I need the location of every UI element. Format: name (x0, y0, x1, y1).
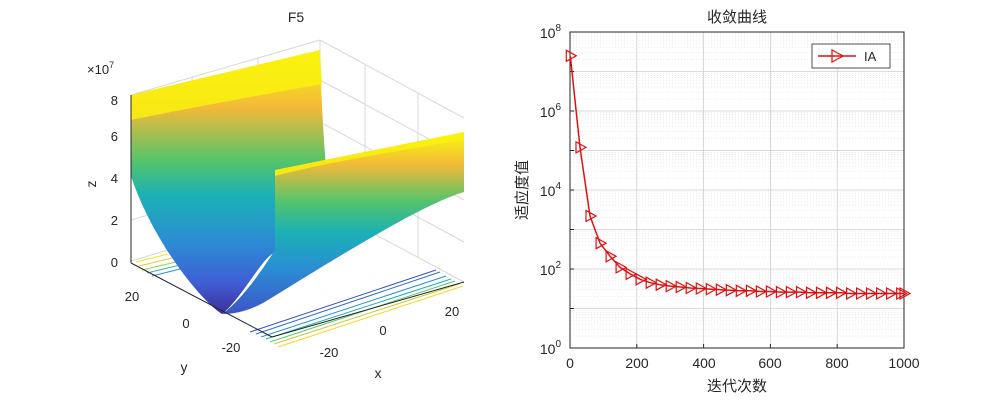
data-point-marker (615, 260, 628, 274)
convergence-chart: 收敛曲线 0 200 400 600 800 1000 100 102 104 … (513, 9, 920, 395)
data-point-marker (815, 286, 828, 300)
chart-y-tick-label: 100 (540, 339, 562, 357)
z-exponent-power: 7 (109, 60, 114, 70)
chart-x-tick-label: 200 (625, 355, 649, 371)
data-point-marker (876, 286, 888, 301)
data-point-marker (846, 286, 858, 301)
surface-plot-title: F5 (288, 9, 305, 25)
data-point-marker (735, 284, 748, 298)
data-point-marker (625, 267, 638, 281)
series-line-ia (569, 55, 904, 295)
z-ticks: 0 2 4 6 8 (111, 93, 118, 270)
data-point-marker (605, 249, 618, 263)
chart-y-tick-label: 106 (540, 102, 562, 120)
data-point-marker (725, 283, 738, 297)
z-exponent-label: ×107 (87, 60, 114, 77)
legend-label: IA (864, 49, 877, 64)
y-ticks: 20 0 -20 (125, 289, 241, 355)
data-point-marker (755, 284, 768, 299)
x-ticks: -20 0 20 (320, 304, 460, 360)
z-tick-label: 8 (111, 93, 118, 108)
data-point-marker (665, 279, 678, 293)
data-point-marker (685, 281, 698, 295)
x-tick-marks (569, 344, 905, 348)
data-point-marker (899, 286, 912, 301)
data-point-marker (795, 285, 808, 299)
chart-x-tick-label: 400 (692, 355, 716, 371)
chart-x-tick-label: 0 (566, 355, 574, 371)
surface-plot: F5 (83, 9, 465, 381)
surface-axis-lines (130, 95, 465, 338)
data-point-marker (565, 49, 578, 63)
chart-title: 收敛曲线 (707, 9, 767, 26)
chart-y-tick-label: 102 (540, 260, 562, 278)
data-point-marker (585, 209, 598, 223)
data-point-marker (835, 286, 848, 300)
data-point-marker (775, 285, 788, 299)
z-tick-label: 2 (111, 213, 118, 228)
chart-x-ticks: 0 200 400 600 800 1000 (566, 355, 920, 371)
x-axis-label: x (375, 365, 382, 381)
chart-y-tick-label: 104 (540, 181, 562, 199)
legend: IA (811, 43, 891, 69)
x-tick-label: 0 (379, 323, 386, 338)
y-axis-label: y (181, 359, 188, 375)
data-point-marker (805, 286, 818, 300)
data-point-marker (645, 276, 658, 290)
x-tick-label: 20 (445, 304, 459, 319)
y-tick-label: -20 (222, 340, 241, 355)
data-point-marker (886, 286, 898, 301)
data-point-marker (825, 286, 838, 300)
z-axis-label: z (83, 181, 99, 188)
floor-contours (135, 253, 464, 348)
data-point-marker (866, 286, 878, 301)
data-point-marker (896, 286, 908, 301)
data-point-marker (856, 286, 868, 301)
x-tick-label: -20 (320, 345, 339, 360)
chart-y-axis-label: 适应度值 (513, 160, 531, 220)
data-point-marker (655, 278, 668, 292)
y-tick-label: 0 (182, 316, 189, 331)
series-layer (565, 49, 912, 301)
y-tick-marks (570, 31, 574, 349)
z-exponent-base: ×10 (87, 62, 109, 77)
data-point-marker (695, 281, 708, 296)
chart-y-ticks: 100 102 104 106 108 (540, 23, 562, 357)
data-point-marker (765, 284, 778, 299)
y-tick-label: 20 (125, 289, 139, 304)
chart-x-tick-label: 600 (758, 355, 782, 371)
data-point-marker (705, 282, 718, 296)
data-point-marker (675, 280, 688, 294)
z-tick-label: 4 (111, 171, 118, 186)
chart-x-tick-label: 1000 (888, 355, 919, 371)
surface-mesh (131, 50, 464, 314)
legend-marker (831, 48, 845, 64)
z-tick-label: 0 (111, 255, 118, 270)
data-point-marker (785, 285, 798, 299)
chart-x-tick-label: 800 (825, 355, 849, 371)
data-point-marker (715, 283, 728, 297)
data-point-marker (745, 284, 758, 298)
chart-x-axis-label: 迭代次数 (707, 378, 767, 395)
data-point-marker (595, 236, 608, 250)
data-point-marker (635, 272, 648, 286)
chart-y-tick-label: 108 (540, 23, 562, 41)
data-point-marker (575, 140, 588, 154)
z-tick-label: 6 (111, 129, 118, 144)
